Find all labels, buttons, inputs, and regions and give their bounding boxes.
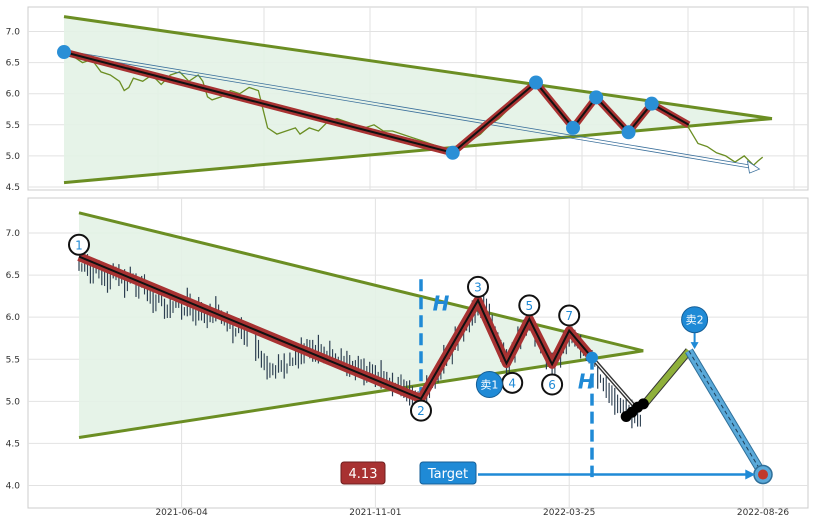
wave-label-circle: [410, 399, 432, 422]
top-pivot-marker: [57, 45, 71, 60]
target-value-badge: [340, 461, 386, 485]
x-tick-label: 2022-03-25: [543, 508, 595, 518]
target-label-text: Target: [427, 467, 468, 482]
top-pivot-marker: [589, 90, 604, 105]
bottom-y-tick-label: 6.0: [6, 313, 21, 323]
bottom-y-tick-label: 4.5: [6, 439, 20, 449]
bottom-y-tick-label: 7.0: [6, 229, 21, 239]
sell-label-text: 卖1: [480, 379, 498, 392]
bottom-panel: 4.0 4.5 5.0 5.5 6.0 6.5 7.0 1 2 3 4 5 6 7 卖1 卖2 H H 4.13 Ta…: [6, 197, 809, 509]
x-tick-label: 2021-06-04: [155, 508, 208, 518]
wave-label-number: 2: [417, 404, 425, 418]
x-tick-label: 2021-11-01: [349, 508, 401, 518]
target-label-badge: [419, 461, 477, 485]
top-y-tick-label: 5.0: [6, 152, 21, 162]
top-y-tick-label: 4.5: [6, 183, 20, 193]
top-panel: 4.5 5.0 5.5 6.0 6.5 7.0: [6, 6, 809, 193]
sell-label-circle: [681, 306, 709, 334]
top-y-tick-label: 6.0: [6, 90, 21, 100]
wave-label-circle: [467, 275, 489, 298]
top-trend-arrow-line: [63, 53, 754, 169]
height-label: H: [578, 370, 595, 394]
wave-label-circle: [541, 373, 564, 396]
target-value-text: 4.13: [349, 467, 378, 482]
wave-label-number: 7: [565, 309, 573, 323]
wave-end-marker: [586, 351, 598, 364]
wave-label-circle: [558, 304, 581, 327]
target-arrow-head: [745, 469, 756, 480]
top-pivot-marker: [644, 96, 659, 111]
height-label: H: [433, 291, 450, 315]
x-tick-label: 2022-08-26: [737, 508, 790, 518]
top-pivot-marker: [621, 125, 636, 140]
bottom-y-tick-label: 5.0: [6, 397, 21, 407]
projection-line-down-core: [591, 357, 639, 411]
bottom-wave-line: [78, 255, 593, 401]
target-point-inner: [758, 469, 768, 480]
target-path-dashes: [688, 350, 764, 475]
sell2-pointer-head: [690, 342, 699, 350]
x-axis: 2021-06-04 2021-11-01 2022-03-25 2022-08-26: [155, 508, 789, 518]
wave-label-number: 5: [525, 299, 533, 313]
top-trend-arrow-line: [63, 50, 754, 166]
sell-label-circle: [475, 371, 503, 398]
top-pivot-marker: [445, 145, 460, 160]
bottom-y-tick-label: 5.5: [6, 355, 20, 365]
bottom-y-tick-label: 4.0: [6, 482, 21, 492]
top-pivot-marker: [529, 75, 543, 90]
sell-label-text: 卖2: [686, 314, 704, 327]
top-trend-arrow-head: [746, 160, 761, 174]
top-y-tick-label: 7.0: [6, 28, 21, 38]
bounce-band: [640, 348, 692, 408]
top-y-tick-label: 6.5: [6, 59, 20, 69]
top-triangle-lower: [63, 117, 773, 185]
wave-label-number: 6: [548, 378, 556, 392]
top-y-tick-label: 5.5: [6, 121, 20, 131]
wave-label-number: 3: [474, 280, 482, 294]
wave-label-number: 1: [75, 238, 83, 252]
top-triangle-fill: [64, 16, 772, 183]
wave-label-circle: [68, 233, 90, 256]
wave-label-number: 4: [508, 376, 516, 390]
top-pivot-marker: [566, 120, 581, 135]
bottom-triangle-upper: [78, 211, 644, 353]
projection-end-dot: [637, 398, 649, 410]
bottom-y-tick-label: 6.5: [6, 271, 20, 281]
bottom-triangle-fill: [79, 212, 644, 438]
wave-label-circle: [518, 294, 541, 317]
